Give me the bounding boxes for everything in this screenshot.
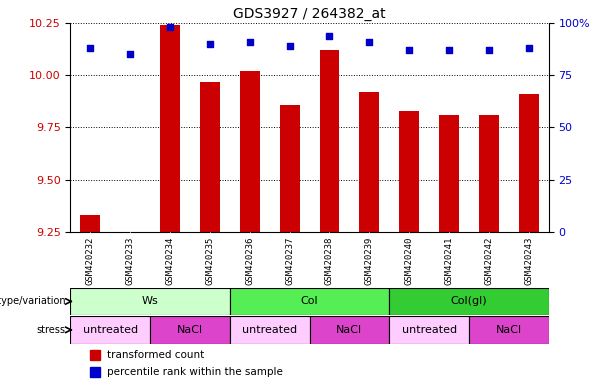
Text: GSM420232: GSM420232 — [86, 237, 95, 285]
Text: GSM420237: GSM420237 — [285, 237, 294, 285]
Text: transformed count: transformed count — [107, 350, 205, 360]
Text: GSM420234: GSM420234 — [166, 237, 175, 285]
Bar — [389, 316, 469, 344]
Bar — [280, 104, 300, 232]
Text: genotype/variation: genotype/variation — [0, 296, 66, 306]
Point — [444, 47, 454, 53]
Bar — [240, 71, 260, 232]
Text: untreated: untreated — [402, 325, 457, 335]
Text: Ws: Ws — [142, 296, 159, 306]
Text: NaCl: NaCl — [496, 325, 522, 335]
Text: GSM420236: GSM420236 — [245, 237, 254, 285]
Bar — [200, 81, 220, 232]
Bar — [70, 288, 230, 315]
Bar — [359, 92, 379, 232]
Bar — [319, 50, 340, 232]
Text: Col: Col — [301, 296, 318, 306]
Bar — [479, 115, 499, 232]
Point — [284, 43, 294, 49]
Bar — [230, 288, 389, 315]
Text: Col(gl): Col(gl) — [451, 296, 487, 306]
Text: percentile rank within the sample: percentile rank within the sample — [107, 367, 283, 377]
Point — [245, 39, 255, 45]
Bar — [399, 111, 419, 232]
Text: NaCl: NaCl — [177, 325, 203, 335]
Bar — [469, 316, 549, 344]
Text: GSM420240: GSM420240 — [405, 237, 414, 285]
Bar — [160, 25, 180, 232]
Point — [325, 33, 335, 39]
Text: GSM420239: GSM420239 — [365, 237, 374, 285]
Bar — [150, 316, 230, 344]
Text: GSM420235: GSM420235 — [205, 237, 215, 285]
Bar — [80, 215, 101, 232]
Text: GSM420242: GSM420242 — [484, 237, 493, 285]
Point — [484, 47, 494, 53]
Text: NaCl: NaCl — [337, 325, 362, 335]
Text: stress: stress — [37, 325, 66, 335]
Point — [125, 51, 135, 58]
Bar — [439, 115, 459, 232]
Bar — [230, 316, 310, 344]
Point — [205, 41, 215, 47]
Title: GDS3927 / 264382_at: GDS3927 / 264382_at — [234, 7, 386, 21]
Text: untreated: untreated — [242, 325, 297, 335]
Text: GSM420238: GSM420238 — [325, 237, 334, 285]
Text: untreated: untreated — [83, 325, 138, 335]
Bar — [389, 288, 549, 315]
Point — [166, 24, 175, 30]
Point — [364, 39, 374, 45]
Text: GSM420241: GSM420241 — [444, 237, 454, 285]
Point — [405, 47, 414, 53]
Point — [86, 45, 96, 51]
Point — [524, 45, 533, 51]
Text: GSM420243: GSM420243 — [524, 237, 533, 285]
Bar — [89, 351, 100, 360]
Bar — [89, 367, 100, 377]
Bar — [70, 316, 150, 344]
Bar — [310, 316, 389, 344]
Text: GSM420233: GSM420233 — [126, 237, 135, 285]
Bar — [519, 94, 539, 232]
